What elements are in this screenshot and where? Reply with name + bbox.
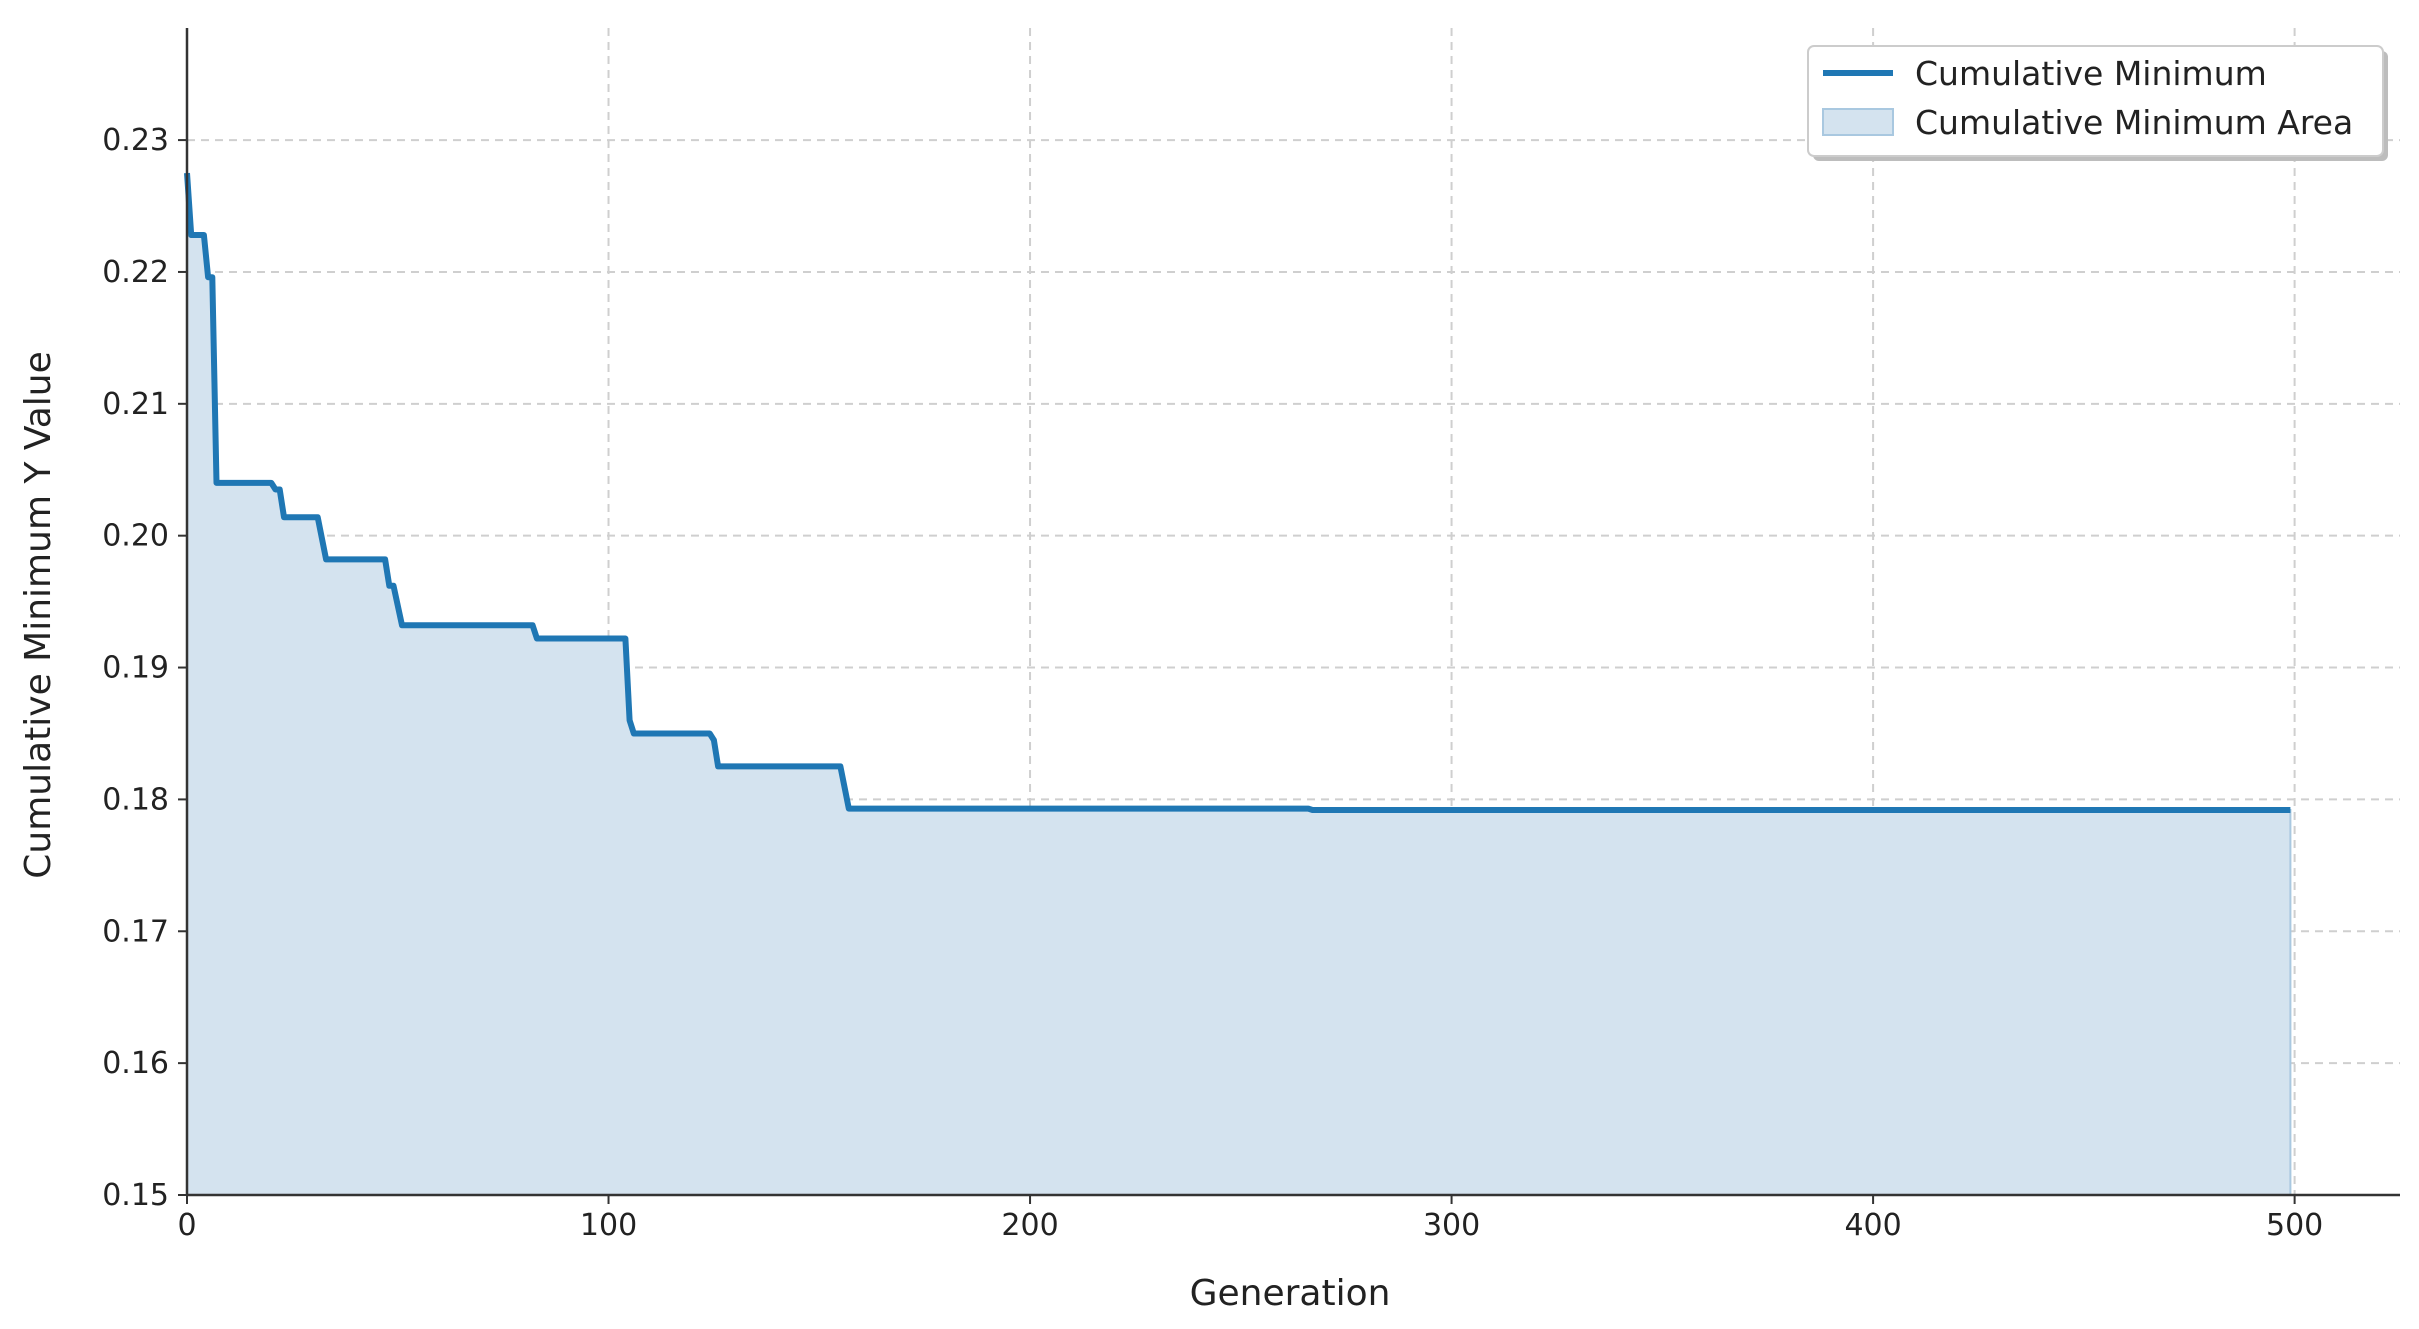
legend-box [1807, 45, 2384, 157]
cumulative-minimum-area [186, 173, 2292, 1196]
x-tick-label: 500 [2266, 1208, 2323, 1243]
y-axis-label: Cumulative Minimum Y Value [18, 351, 59, 878]
legend-label-cumulative-minimum-area: Cumulative Minimum Area [1915, 103, 2353, 142]
y-tick-label: 0.19 [102, 651, 169, 686]
legend: Cumulative Minimum Cumulative Minimum Ar… [1807, 45, 2388, 161]
y-tick-label: 0.21 [102, 387, 169, 422]
y-tick-label: 0.22 [102, 255, 169, 290]
y-tick-label: 0.16 [102, 1046, 169, 1081]
x-tick-label: 400 [1844, 1208, 1901, 1243]
x-tick-label: 0 [177, 1208, 196, 1243]
x-tick-label: 100 [580, 1208, 637, 1243]
legend-label-cumulative-minimum: Cumulative Minimum [1915, 54, 2267, 93]
x-tick-label: 200 [1001, 1208, 1058, 1243]
x-axis-label: Generation [1190, 1273, 1391, 1314]
y-tick-label: 0.23 [102, 123, 169, 158]
y-tick-label: 0.20 [102, 519, 169, 554]
y-tick-label: 0.18 [102, 782, 169, 817]
cumulative-minimum-line [184, 172, 2291, 813]
legend-area-swatch [1822, 108, 1894, 136]
axes [185, 28, 2400, 1197]
x-tick-label: 300 [1423, 1208, 1480, 1243]
y-tick-label: 0.15 [102, 1178, 169, 1213]
y-axis-ticks: 0.15 0.16 0.17 0.18 0.19 0.20 0.21 0.22 0.23 [102, 123, 187, 1213]
y-tick-label: 0.17 [102, 914, 169, 949]
x-axis-ticks: 0 100 200 300 400 500 [177, 1195, 2323, 1243]
